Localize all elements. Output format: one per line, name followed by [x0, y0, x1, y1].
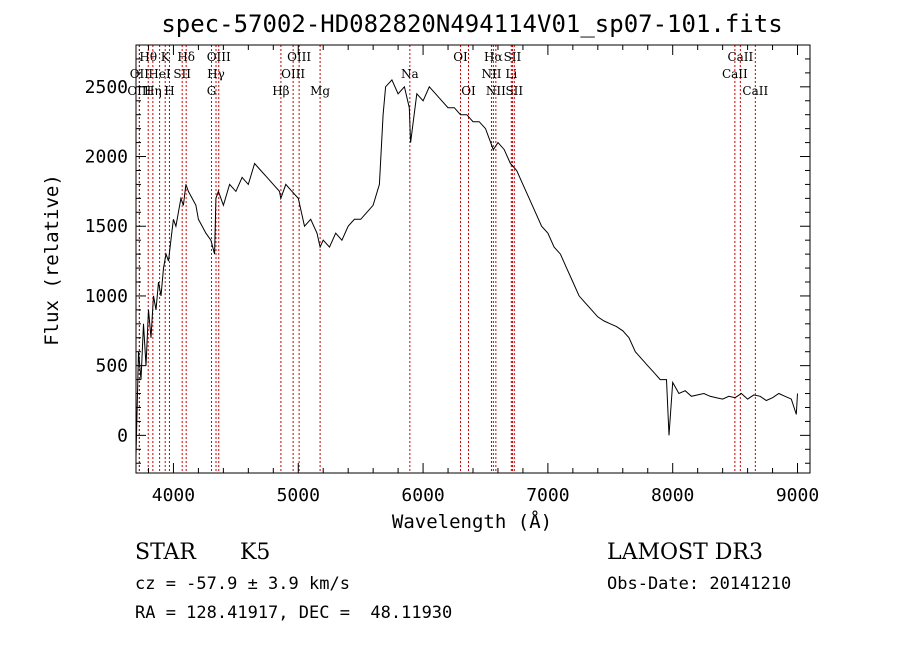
line-marker-label: SII: [504, 50, 522, 64]
line-marker-label: OIII: [127, 84, 151, 98]
y-tick-label: 1500: [85, 216, 128, 237]
x-tick-label: 6000: [401, 485, 444, 506]
redshift-cz: cz = -57.9 ± 3.9 km/s: [135, 574, 350, 594]
line-marker-label: G: [207, 84, 217, 98]
y-tick-label: 2000: [85, 147, 128, 168]
x-tick-label: 7000: [526, 485, 569, 506]
x-axis-label: Wavelength (Å): [392, 510, 552, 533]
line-marker-label: SII: [173, 67, 191, 81]
line-marker-label: OI: [461, 84, 476, 98]
line-marker-label: OIII: [287, 50, 311, 64]
line-marker-label: Hα: [484, 50, 503, 64]
y-tick-label: 2500: [85, 77, 128, 98]
observation-date: Obs-Date: 20141210: [607, 574, 792, 594]
plot-frame: [135, 44, 811, 474]
survey-name: LAMOST DR3: [607, 540, 763, 565]
line-marker-label: Hη: [144, 84, 162, 98]
y-tick-label: 1000: [85, 286, 128, 307]
line-marker-label: NII: [486, 84, 506, 98]
line-marker-label: OI: [453, 50, 468, 64]
line-marker-label: Na: [401, 67, 419, 81]
line-marker-label: NII: [481, 67, 501, 81]
line-marker-label: CaII: [722, 67, 748, 81]
line-marker-label: Li: [505, 67, 517, 81]
line-marker-label: Hγ: [207, 67, 225, 81]
x-tick-label: 4000: [152, 485, 195, 506]
x-tick-label: 8000: [651, 485, 694, 506]
y-tick-label: 0: [117, 425, 128, 446]
object-subclass: K5: [240, 540, 271, 565]
object-class: STAR: [135, 540, 196, 565]
line-marker-label: Mg: [310, 84, 330, 98]
line-marker-label: OIII: [281, 67, 305, 81]
line-marker-label: Hθ: [139, 50, 157, 64]
line-marker-label: CaII: [742, 84, 768, 98]
x-tick-label: 5000: [277, 485, 320, 506]
line-marker-label: H: [164, 84, 174, 98]
line-marker-label: OIII: [207, 50, 231, 64]
chart-title: spec-57002-HD082820N494114V01_sp07-101.f…: [161, 10, 782, 38]
line-marker-label: OII: [130, 67, 150, 81]
y-axis-ticks: 0 500 1000 1500 2000 2500: [85, 58, 810, 464]
line-marker-label: HeI: [148, 67, 171, 81]
y-axis-label: Flux (relative): [41, 174, 63, 346]
coordinates: RA = 128.41917, DEC = 48.11930: [135, 603, 453, 623]
line-marker-label: SII: [505, 84, 523, 98]
spectral-line-markers: [138, 45, 756, 473]
line-marker-label: Hβ: [272, 84, 289, 98]
line-marker-label: Hδ: [177, 50, 195, 64]
x-axis-ticks: 4000 5000 6000 7000 8000 9000: [147, 45, 819, 506]
spectral-line-labels: HθOIIOIIIHηHeIKHSIIHδGHγOIIIHβOIIIOIIIMg…: [127, 50, 768, 98]
spectrum-line: [135, 78, 798, 457]
line-marker-label: K: [161, 50, 171, 64]
y-tick-label: 500: [95, 356, 128, 377]
line-marker-label: CaII: [727, 50, 753, 64]
x-tick-label: 9000: [776, 485, 819, 506]
